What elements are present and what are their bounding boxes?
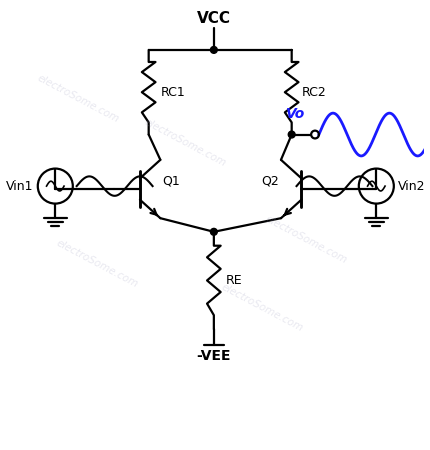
Text: electroSome.com: electroSome.com — [35, 73, 120, 124]
Text: Q2: Q2 — [261, 175, 278, 188]
Text: Q1: Q1 — [162, 175, 180, 188]
Circle shape — [288, 131, 295, 138]
Text: Vin1: Vin1 — [6, 180, 34, 193]
Circle shape — [210, 229, 217, 235]
Text: RC2: RC2 — [301, 86, 326, 99]
Text: VCC: VCC — [197, 11, 230, 26]
Text: electroSome.com: electroSome.com — [55, 238, 139, 290]
Text: Vo: Vo — [285, 107, 304, 121]
Text: RE: RE — [225, 274, 242, 287]
Text: RC1: RC1 — [160, 86, 184, 99]
Text: electroSome.com: electroSome.com — [142, 117, 227, 168]
Circle shape — [210, 46, 217, 53]
Text: electroSome.com: electroSome.com — [219, 282, 304, 333]
Text: electroSome.com: electroSome.com — [263, 214, 348, 266]
Text: -VEE: -VEE — [196, 349, 230, 363]
Text: Vin2: Vin2 — [397, 180, 424, 193]
